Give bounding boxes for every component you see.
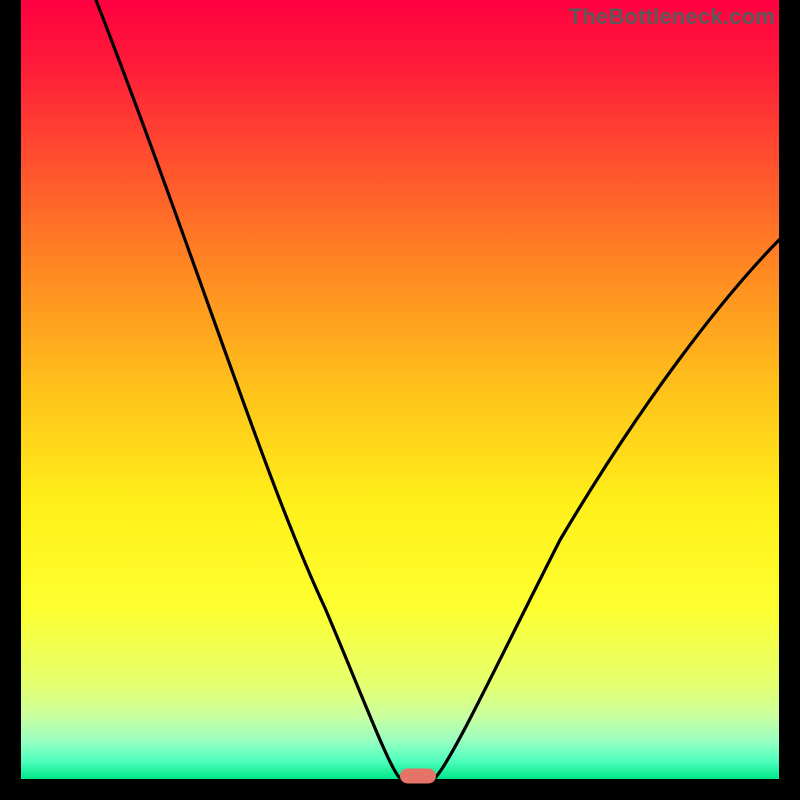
frame-left [0,0,21,800]
chart-plot-area [21,0,779,779]
minimum-marker [400,769,436,784]
frame-right [779,0,800,800]
chart-container: TheBottleneck.com [0,0,800,800]
frame-bottom [0,779,800,800]
watermark-text: TheBottleneck.com [569,4,775,30]
